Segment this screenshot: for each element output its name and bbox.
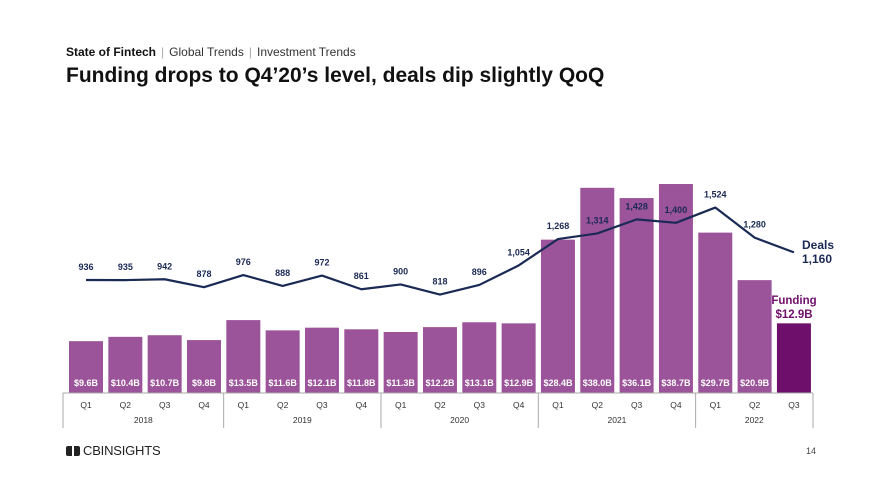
funding-bar bbox=[226, 320, 261, 393]
funding-bar-label: $11.3B bbox=[386, 378, 415, 388]
funding-bar bbox=[619, 198, 654, 393]
quarter-tick-label: Q4 bbox=[513, 400, 525, 410]
quarter-tick-label: Q3 bbox=[474, 400, 486, 410]
funding-bar bbox=[304, 327, 339, 393]
quarter-tick-label: Q1 bbox=[238, 400, 250, 410]
breadcrumb: State of Fintech | Global Trends | Investmen… bbox=[66, 45, 356, 59]
funding-bar-label: $38.7B bbox=[661, 378, 691, 388]
quarter-tick-label: Q1 bbox=[80, 400, 92, 410]
page-number: 14 bbox=[806, 446, 817, 456]
funding-bar bbox=[69, 341, 103, 393]
deals-point-label: 942 bbox=[157, 261, 172, 271]
funding-bar-label: $9.8B bbox=[192, 378, 217, 388]
deals-point-label: 1,314 bbox=[586, 215, 609, 225]
funding-series-label: Funding bbox=[771, 295, 816, 307]
quarter-tick-label: Q1 bbox=[395, 400, 407, 410]
funding-bar-label: $12.9B bbox=[504, 378, 534, 388]
funding-bar bbox=[698, 232, 733, 393]
deals-point-label: 1,524 bbox=[704, 190, 727, 200]
funding-bar bbox=[658, 184, 693, 393]
funding-bar bbox=[265, 330, 300, 393]
funding-bar bbox=[737, 280, 772, 393]
funding-bar-label: $10.7B bbox=[150, 378, 180, 388]
funding-bar-label: $9.6B bbox=[74, 378, 99, 388]
funding-bar-label: $29.7B bbox=[701, 378, 731, 388]
quarter-tick-label: Q1 bbox=[552, 400, 564, 410]
deals-line bbox=[85, 206, 795, 296]
cb-insights-logo: CBINSIGHTS bbox=[66, 443, 161, 458]
deals-point-label: 888 bbox=[275, 268, 290, 278]
funding-bar bbox=[344, 329, 379, 393]
funding-bar bbox=[186, 340, 221, 393]
deals-point-label: 1,428 bbox=[625, 201, 648, 211]
funding-bar-label: $11.8B bbox=[347, 378, 376, 388]
deals-point-label: 935 bbox=[118, 262, 133, 272]
year-tick-label: 2019 bbox=[293, 415, 312, 425]
quarter-tick-label: Q3 bbox=[316, 400, 328, 410]
funding-bar-label: $38.0B bbox=[583, 378, 613, 388]
crumb-subtopic: Investment Trends bbox=[256, 45, 356, 59]
deals-point-label: 976 bbox=[236, 257, 251, 267]
funding-bar-label: $13.5B bbox=[229, 378, 259, 388]
deals-point-label: 1,268 bbox=[547, 221, 570, 231]
deals-point-label: 1,054 bbox=[507, 247, 530, 257]
quarter-tick-label: Q2 bbox=[592, 400, 604, 410]
year-tick-label: 2022 bbox=[745, 415, 764, 425]
crumb-section: State of Fintech bbox=[66, 45, 157, 59]
quarter-tick-label: Q4 bbox=[356, 400, 368, 410]
year-tick-label: 2018 bbox=[134, 415, 153, 425]
deals-point-label: 818 bbox=[432, 277, 447, 287]
year-tick-label: 2020 bbox=[450, 415, 469, 425]
funding-bar bbox=[540, 239, 575, 393]
funding-bar bbox=[501, 323, 536, 393]
quarter-tick-label: Q4 bbox=[198, 400, 210, 410]
crumb-topic: Global Trends bbox=[169, 45, 244, 59]
quarter-tick-label: Q2 bbox=[277, 400, 289, 410]
deals-series-label: Deals bbox=[802, 238, 834, 252]
funding-bar bbox=[383, 331, 418, 393]
funding-bar bbox=[462, 322, 497, 393]
deals-latest-value: 1,160 bbox=[802, 252, 832, 266]
funding-latest-value: $12.9B bbox=[775, 309, 812, 321]
deals-point-label: 1,400 bbox=[665, 205, 688, 215]
deals-point-label: 896 bbox=[472, 267, 487, 277]
year-tick-label: 2021 bbox=[607, 415, 626, 425]
logo-text: CBINSIGHTS bbox=[83, 443, 161, 458]
funding-bar-label: $36.1B bbox=[622, 378, 652, 388]
quarter-tick-label: Q3 bbox=[159, 400, 171, 410]
quarter-tick-label: Q2 bbox=[749, 400, 761, 410]
funding-bar bbox=[147, 335, 182, 393]
quarter-tick-label: Q3 bbox=[631, 400, 643, 410]
deals-point-label: 936 bbox=[78, 262, 93, 272]
funding-bar bbox=[422, 327, 457, 393]
funding-bar-label: $28.4B bbox=[543, 378, 573, 388]
deals-point-label: 861 bbox=[354, 271, 369, 281]
deals-point-label: 878 bbox=[196, 269, 211, 279]
funding-bar-label: $12.1B bbox=[307, 378, 337, 388]
quarter-tick-label: Q3 bbox=[788, 400, 800, 410]
quarter-tick-label: Q2 bbox=[120, 400, 132, 410]
funding-bar-label: $20.9B bbox=[740, 378, 770, 388]
deals-point-label: 900 bbox=[393, 266, 408, 276]
funding-bar bbox=[776, 323, 811, 393]
quarter-tick-label: Q1 bbox=[710, 400, 722, 410]
deals-point-label: 972 bbox=[314, 258, 329, 268]
quarter-tick-label: Q4 bbox=[670, 400, 682, 410]
funding-bar bbox=[580, 187, 615, 393]
funding-bar-label: $11.6B bbox=[268, 378, 297, 388]
funding-bar-label: $10.4B bbox=[111, 378, 141, 388]
deals-point-label: 1,280 bbox=[743, 220, 766, 230]
logo-mark-icon bbox=[66, 445, 80, 456]
quarter-tick-label: Q2 bbox=[434, 400, 446, 410]
page-title: Funding drops to Q4’20’s level, deals di… bbox=[66, 64, 605, 87]
funding-bar bbox=[108, 336, 143, 393]
funding-bar-label: $13.1B bbox=[465, 378, 495, 388]
funding-bar-label: $12.2B bbox=[425, 378, 455, 388]
